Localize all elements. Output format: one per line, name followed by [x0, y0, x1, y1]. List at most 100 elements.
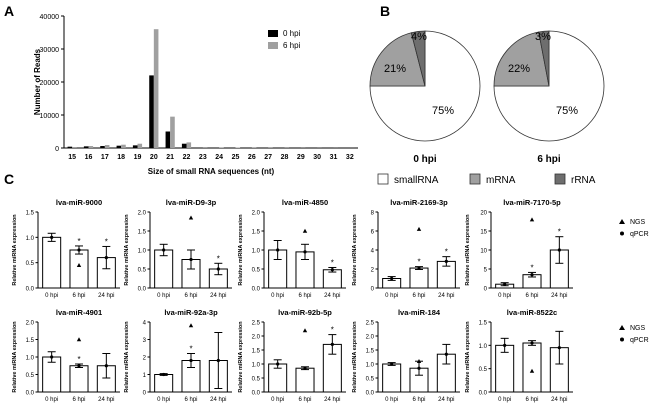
- c-ngs-point: [302, 228, 308, 233]
- c-y-tick-label: 2.0: [252, 335, 261, 341]
- c-qpcr-point: [417, 266, 421, 270]
- a-y-tick-label: 30000: [40, 47, 60, 54]
- c-x-tick-label: 0 hpi: [271, 293, 284, 299]
- c-bar: [522, 342, 542, 393]
- a-x-axis-label: Size of small RNA sequences (nt): [148, 167, 275, 176]
- c-y-tick-label: 1.5: [479, 321, 488, 327]
- c-plot-title: lva-miR-2169-3p: [390, 198, 448, 207]
- c-y-tick-label: 1: [143, 373, 147, 379]
- c-y-axis-label: Relative miRNA expression: [124, 214, 130, 286]
- c-qpcr-point: [330, 268, 334, 272]
- panel-b-charts: 75% 21% 4% 0 hpi 75% 22% 3% 6 hpi smallRNA mRNA rR…: [369, 30, 605, 186]
- c-significance-star: *: [530, 263, 533, 272]
- c-legend-label: qPCR: [630, 337, 649, 344]
- c-x-tick-label: 0 hpi: [157, 397, 170, 403]
- c-qpcr-point: [276, 248, 280, 252]
- a-y-tick-label: 40000: [40, 14, 60, 21]
- a-x-tick-label: 30: [313, 154, 321, 161]
- c-ngs-point: [529, 368, 535, 373]
- c-plot-title: lva-miR-D9-3p: [166, 198, 217, 207]
- c-y-tick-label: 6: [371, 230, 375, 236]
- c-bar: [42, 236, 62, 289]
- b-slice-label: 22%: [508, 63, 530, 75]
- c-y-axis-label: Relative miRNA expression: [124, 321, 130, 393]
- c-plot-title: lva-miR-4850: [282, 198, 328, 207]
- c-legend-qpcr-marker: [620, 337, 624, 342]
- a-x-tick-label: 16: [85, 154, 93, 161]
- c-y-axis-label: Relative miRNA expression: [238, 214, 244, 286]
- c-y-tick-label: 1.5: [252, 230, 261, 236]
- c-qpcr-point: [216, 358, 220, 363]
- a-bar-0-hpi: [67, 146, 73, 148]
- c-y-tick-label: 0.5: [366, 377, 375, 383]
- c-y-tick-label: 1.5: [26, 211, 35, 217]
- c-x-tick-label: 0 hpi: [498, 397, 511, 403]
- c-qpcr-point: [444, 352, 448, 356]
- c-bar: [69, 249, 89, 289]
- c-x-tick-label: 24 hpi: [324, 397, 340, 403]
- c-ngs-point: [188, 323, 194, 328]
- c-qpcr-point: [189, 257, 193, 262]
- c-x-tick-label: 24 hpi: [438, 293, 454, 299]
- c-plot-title: lva-miR-92a-3p: [164, 308, 218, 317]
- c-qpcr-point: [104, 256, 108, 260]
- c-x-tick-label: 24 hpi: [210, 397, 226, 403]
- c-y-tick-label: 15: [480, 230, 487, 236]
- c-y-tick-label: 2.0: [366, 335, 375, 341]
- c-y-tick-label: 20: [480, 211, 487, 217]
- c-plot-title: lva-miR-184: [398, 308, 441, 317]
- c-qpcr-point: [330, 342, 334, 346]
- b-legend-label: mRNA: [486, 175, 516, 186]
- c-x-tick-label: 6 hpi: [412, 293, 425, 299]
- c-y-tick-label: 2: [143, 356, 147, 362]
- c-significance-star: *: [331, 258, 334, 267]
- c-y-tick-label: 0.5: [252, 268, 261, 274]
- c-x-tick-label: 0 hpi: [385, 397, 398, 403]
- a-bar-0-hpi: [116, 145, 122, 148]
- c-y-axis-label: Relative miRNA expression: [465, 214, 471, 286]
- c-y-tick-label: 2.5: [252, 321, 261, 327]
- c-x-tick-label: 6 hpi: [184, 293, 197, 299]
- a-y-tick-label: 10000: [40, 113, 60, 120]
- c-ngs-point: [188, 215, 194, 220]
- c-y-tick-label: 1.0: [26, 236, 35, 242]
- c-y-tick-label: 0.0: [252, 391, 261, 397]
- c-qpcr-point: [557, 248, 561, 252]
- c-y-axis-label: Relative miRNA expression: [12, 321, 18, 393]
- c-y-tick-label: 2.5: [366, 321, 375, 327]
- c-x-tick-label: 0 hpi: [45, 293, 58, 299]
- b-slice-label: 21%: [384, 63, 406, 75]
- a-legend-swatch: [268, 42, 278, 49]
- a-bar-6-hpi: [219, 147, 224, 148]
- c-qpcr-point: [77, 248, 81, 252]
- b-legend-label: smallRNA: [394, 175, 439, 186]
- c-x-tick-label: 6 hpi: [298, 293, 311, 299]
- c-significance-star: *: [217, 254, 220, 263]
- panel-a-label: A: [4, 3, 14, 19]
- c-significance-star: *: [331, 326, 334, 335]
- a-bar-6-hpi: [153, 29, 159, 149]
- c-y-tick-label: 0.0: [26, 287, 35, 293]
- c-bar: [409, 267, 429, 289]
- a-x-tick-label: 29: [297, 154, 305, 161]
- c-plot-title: lva-miR-7170-5p: [503, 198, 561, 207]
- c-significance-star: *: [417, 258, 420, 267]
- c-qpcr-point: [557, 346, 561, 350]
- c-y-tick-label: 0.5: [138, 268, 147, 274]
- b-legend-swatch: [554, 173, 566, 185]
- panel-c-charts: lva-miR-9000 0.0 0.5 1.0 1.5 Relative miRNA e…: [12, 198, 649, 403]
- c-legend-label: qPCR: [630, 231, 649, 238]
- a-y-tick-label: 20000: [40, 80, 60, 87]
- c-y-tick-label: 1.0: [252, 249, 261, 255]
- c-plot-title: lva-miR-4901: [56, 308, 102, 317]
- c-qpcr-point: [390, 362, 394, 366]
- c-ngs-point: [76, 263, 82, 267]
- b-legend-label: rRNA: [571, 175, 596, 186]
- c-x-tick-label: 24 hpi: [551, 397, 567, 403]
- a-x-tick-label: 32: [346, 154, 354, 161]
- c-significance-star: *: [77, 237, 80, 246]
- a-x-tick-label: 25: [232, 154, 240, 161]
- c-qpcr-point: [162, 248, 166, 252]
- c-y-tick-label: 0.0: [479, 391, 488, 397]
- b-pie-slice-rRNA: [410, 30, 426, 87]
